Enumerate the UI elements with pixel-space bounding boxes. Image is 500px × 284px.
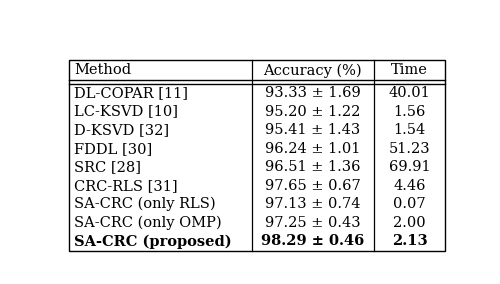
Text: Method: Method <box>74 63 131 77</box>
Text: SRC [28]: SRC [28] <box>74 160 141 174</box>
Text: 97.25 ± 0.43: 97.25 ± 0.43 <box>265 216 360 230</box>
Text: LC-KSVD [10]: LC-KSVD [10] <box>74 105 178 119</box>
Text: 2.00: 2.00 <box>394 216 426 230</box>
Text: 97.65 ± 0.67: 97.65 ± 0.67 <box>265 179 360 193</box>
Text: 40.01: 40.01 <box>389 86 430 100</box>
Text: FDDL [30]: FDDL [30] <box>74 142 152 156</box>
Text: 51.23: 51.23 <box>389 142 430 156</box>
Text: 2.13: 2.13 <box>392 234 428 248</box>
Text: 95.20 ± 1.22: 95.20 ± 1.22 <box>265 105 360 119</box>
Text: Accuracy (%): Accuracy (%) <box>264 63 362 78</box>
Text: 1.54: 1.54 <box>394 123 426 137</box>
Text: 1.56: 1.56 <box>394 105 426 119</box>
Text: 95.41 ± 1.43: 95.41 ± 1.43 <box>265 123 360 137</box>
Text: 96.51 ± 1.36: 96.51 ± 1.36 <box>265 160 360 174</box>
Text: 4.46: 4.46 <box>394 179 426 193</box>
Text: 98.29 ± 0.46: 98.29 ± 0.46 <box>261 234 364 248</box>
Text: SA-CRC (only RLS): SA-CRC (only RLS) <box>74 197 216 212</box>
Text: CRC-RLS [31]: CRC-RLS [31] <box>74 179 178 193</box>
Text: SA-CRC (proposed): SA-CRC (proposed) <box>74 234 232 248</box>
Text: Time: Time <box>391 63 428 77</box>
Text: D-KSVD [32]: D-KSVD [32] <box>74 123 169 137</box>
Text: 69.91: 69.91 <box>389 160 430 174</box>
Text: SA-CRC (only OMP): SA-CRC (only OMP) <box>74 216 222 230</box>
Text: 97.13 ± 0.74: 97.13 ± 0.74 <box>265 197 360 211</box>
Text: 96.24 ± 1.01: 96.24 ± 1.01 <box>265 142 360 156</box>
Text: 0.07: 0.07 <box>394 197 426 211</box>
Text: DL-COPAR [11]: DL-COPAR [11] <box>74 86 188 100</box>
Text: 93.33 ± 1.69: 93.33 ± 1.69 <box>265 86 360 100</box>
